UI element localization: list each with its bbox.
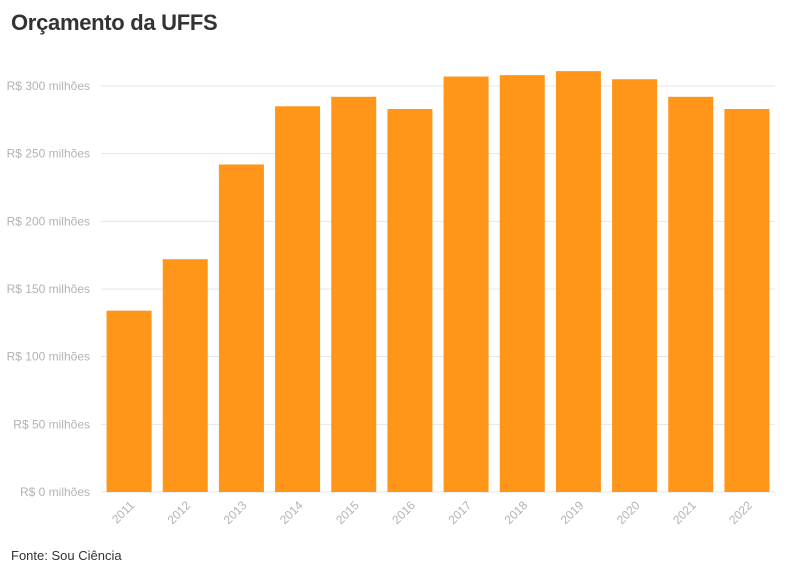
y-tick-label: R$ 50 milhões bbox=[13, 417, 90, 431]
x-tick-label: 2011 bbox=[109, 498, 137, 526]
bar-2012 bbox=[162, 259, 208, 492]
y-tick-label: R$ 100 milhões bbox=[7, 350, 90, 364]
y-tick-label: R$ 250 milhões bbox=[7, 147, 90, 161]
x-axis-ticks: 2011 2012 2013 2014 2015 2016 2017 2018 2019 2020… bbox=[109, 498, 755, 527]
bar-2014 bbox=[275, 106, 321, 493]
y-axis-ticks: R$ 0 milhões R$ 50 milhões R$ 100 milhões R… bbox=[7, 79, 90, 499]
bar-2021 bbox=[668, 96, 714, 493]
y-tick-label: R$ 300 milhões bbox=[7, 79, 90, 93]
bar-2016 bbox=[387, 109, 433, 493]
bar-2018 bbox=[499, 75, 545, 492]
x-tick-label: 2019 bbox=[558, 498, 587, 527]
y-tick-label: R$ 150 milhões bbox=[7, 282, 90, 296]
bar-2015 bbox=[331, 96, 377, 493]
bar-2019 bbox=[555, 71, 601, 492]
chart-title: Orçamento da UFFS bbox=[11, 10, 218, 35]
x-tick-label: 2012 bbox=[165, 498, 194, 527]
x-tick-label: 2017 bbox=[445, 498, 474, 527]
x-tick-label: 2014 bbox=[277, 498, 306, 527]
x-tick-label: 2016 bbox=[389, 498, 418, 527]
bar-2022 bbox=[724, 109, 770, 493]
x-tick-label: 2020 bbox=[614, 498, 643, 527]
bars bbox=[106, 71, 770, 493]
x-tick-label: 2013 bbox=[221, 498, 250, 527]
bar-2011 bbox=[106, 310, 152, 492]
x-tick-label: 2022 bbox=[726, 498, 755, 527]
bar-2013 bbox=[218, 164, 264, 492]
x-tick-label: 2021 bbox=[670, 498, 699, 527]
y-tick-label: R$ 0 milhões bbox=[20, 485, 90, 499]
x-tick-label: 2015 bbox=[333, 498, 362, 527]
gridlines bbox=[101, 85, 775, 493]
x-tick-label: 2018 bbox=[502, 498, 531, 527]
bar-2020 bbox=[612, 79, 658, 492]
y-tick-label: R$ 200 milhões bbox=[7, 214, 90, 228]
source-note: Fonte: Sou Ciência bbox=[11, 548, 122, 563]
bar-2017 bbox=[443, 76, 489, 492]
